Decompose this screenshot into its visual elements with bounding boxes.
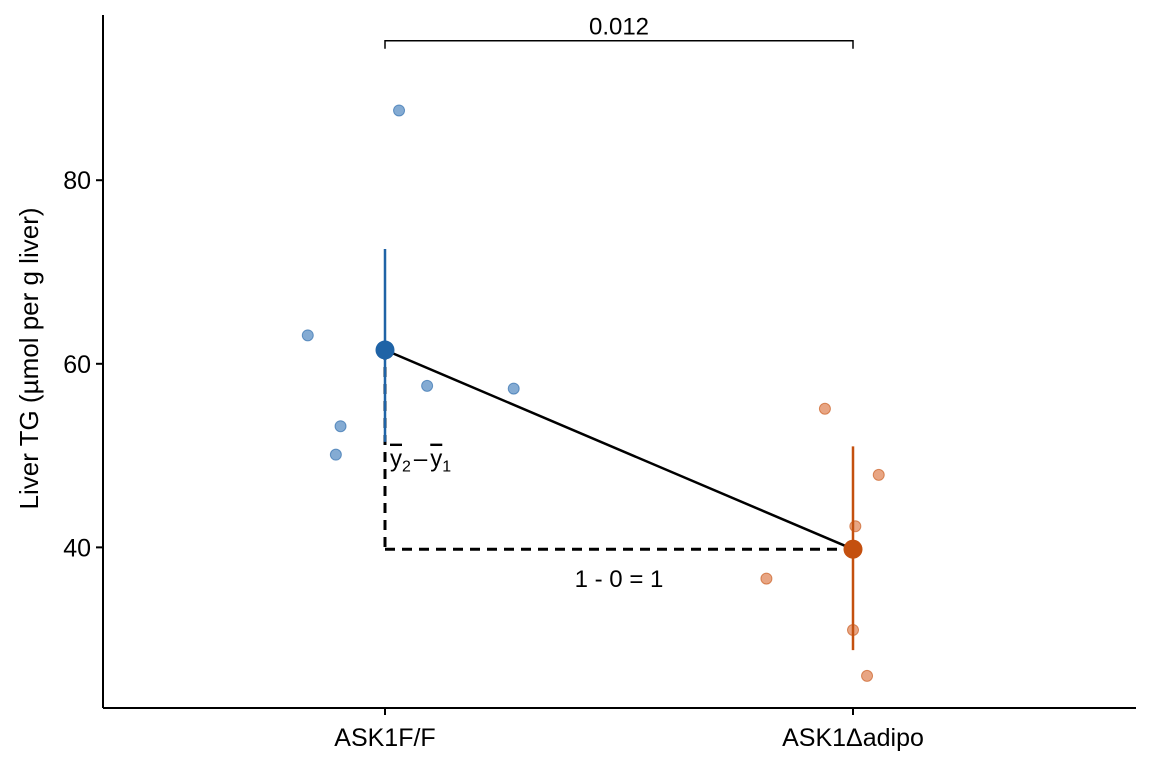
- diff-y2: y: [390, 446, 402, 473]
- diff-label: y2– y1: [390, 446, 451, 476]
- data-point: [507, 382, 520, 395]
- axes: 40 60 80 ASK1F/F ASK1Δadipo Liver TG (µmol …: [14, 15, 1136, 752]
- slope-line: [384, 348, 854, 551]
- x-ticks: ASK1F/F ASK1Δadipo: [334, 708, 924, 752]
- pvalue-bracket: [384, 39, 854, 49]
- run-label: 1 - 0 = 1: [575, 566, 664, 593]
- annotation-layer: 0.012 y2– y1 1 - 0 = 1: [384, 14, 854, 593]
- y-ticks: 40 60 80: [63, 167, 103, 562]
- group-mean-point: [375, 340, 395, 360]
- data-point: [334, 420, 347, 433]
- data-point: [760, 572, 773, 585]
- data-point: [393, 104, 406, 117]
- y-tick-label: 80: [63, 167, 91, 195]
- y-tick-label: 60: [63, 351, 91, 379]
- diff-y1: y: [430, 446, 442, 473]
- x-tick-label: ASK1F/F: [334, 724, 435, 752]
- data-point: [818, 402, 831, 415]
- data-point: [421, 379, 434, 392]
- data-point: [301, 329, 314, 342]
- group-mean-point: [843, 539, 863, 559]
- pvalue-label: 0.012: [589, 14, 649, 41]
- marks: [301, 104, 885, 682]
- data-point: [872, 468, 885, 481]
- data-point: [861, 669, 874, 682]
- data-point: [849, 520, 862, 533]
- diff-sub1: 1: [442, 459, 451, 476]
- x-tick-label: ASK1Δadipo: [782, 724, 924, 752]
- diff-sub2: 2: [402, 459, 411, 476]
- diff-minus: –: [414, 446, 428, 473]
- y-axis-title: Liver TG (µmol per g liver): [14, 207, 44, 509]
- y-tick-label: 40: [63, 534, 91, 562]
- data-point: [329, 448, 342, 461]
